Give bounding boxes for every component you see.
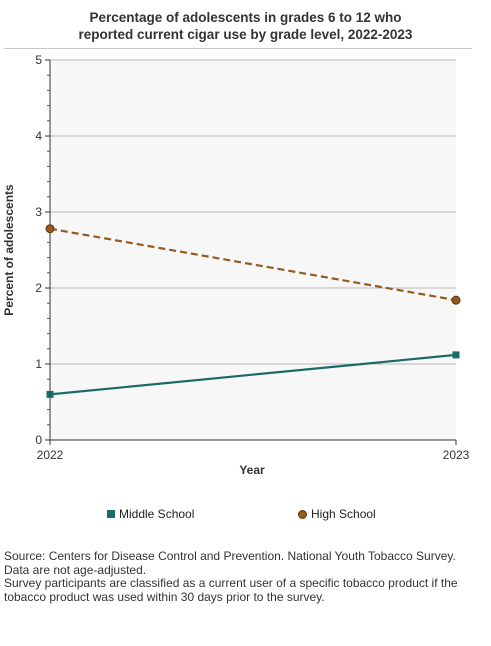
chart-title-line-1: Percentage of adolescents in grades 6 to… bbox=[89, 10, 402, 25]
data-point-middle-school[interactable] bbox=[452, 351, 460, 359]
title-divider bbox=[4, 48, 472, 49]
legend-label-high-school: High School bbox=[311, 507, 376, 521]
series-line-middle-school bbox=[49, 353, 457, 396]
source-line-4: tobacco product was used within 30 days … bbox=[4, 589, 325, 604]
legend-circle-marker-icon bbox=[298, 509, 307, 519]
data-point-high-school[interactable] bbox=[45, 224, 55, 234]
source-line-3: Survey participants are classified as a … bbox=[4, 576, 458, 590]
legend-square-marker-icon bbox=[107, 510, 115, 518]
y-ticks: 0 1 2 3 4 5 bbox=[35, 53, 50, 447]
x-ticks: 2022 2023 bbox=[37, 440, 470, 462]
data-point-high-school[interactable] bbox=[451, 295, 461, 305]
source-line-1: Source: Centers for Disease Control and … bbox=[4, 549, 456, 563]
y-tick-label: 0 bbox=[35, 433, 42, 447]
y-tick-label: 2 bbox=[35, 281, 42, 295]
y-tick-label: 4 bbox=[35, 129, 42, 143]
source-notes: Source: Centers for Disease Control and … bbox=[4, 549, 484, 604]
y-tick-label: 3 bbox=[35, 205, 42, 219]
x-tick-label: 2023 bbox=[443, 448, 470, 462]
legend-label-middle-school: Middle School bbox=[119, 507, 195, 521]
x-tick-label: 2022 bbox=[37, 448, 64, 462]
line-chart: 0 1 2 3 4 5 2022 2023 Year Percent of adolesce… bbox=[2, 53, 470, 477]
axes bbox=[49, 60, 456, 441]
legend-item-high-school[interactable]: High School bbox=[298, 507, 376, 521]
y-tick-label: 1 bbox=[35, 357, 42, 371]
y-tick-label: 5 bbox=[35, 53, 42, 67]
chart-title: Percentage of adolescents in grades 6 to… bbox=[0, 9, 491, 43]
series-line-high-school bbox=[49, 227, 457, 302]
chart-title-line-2: reported current cigar use by grade leve… bbox=[78, 27, 413, 42]
x-axis-title: Year bbox=[239, 463, 265, 477]
source-line-2: Data are not age-adjusted. bbox=[4, 562, 147, 577]
data-point-middle-school[interactable] bbox=[46, 390, 54, 398]
series bbox=[45, 224, 461, 398]
legend-item-middle-school[interactable]: Middle School bbox=[107, 507, 194, 521]
y-axis-title: Percent of adolescents bbox=[2, 184, 16, 316]
plot-area-background bbox=[50, 60, 456, 440]
